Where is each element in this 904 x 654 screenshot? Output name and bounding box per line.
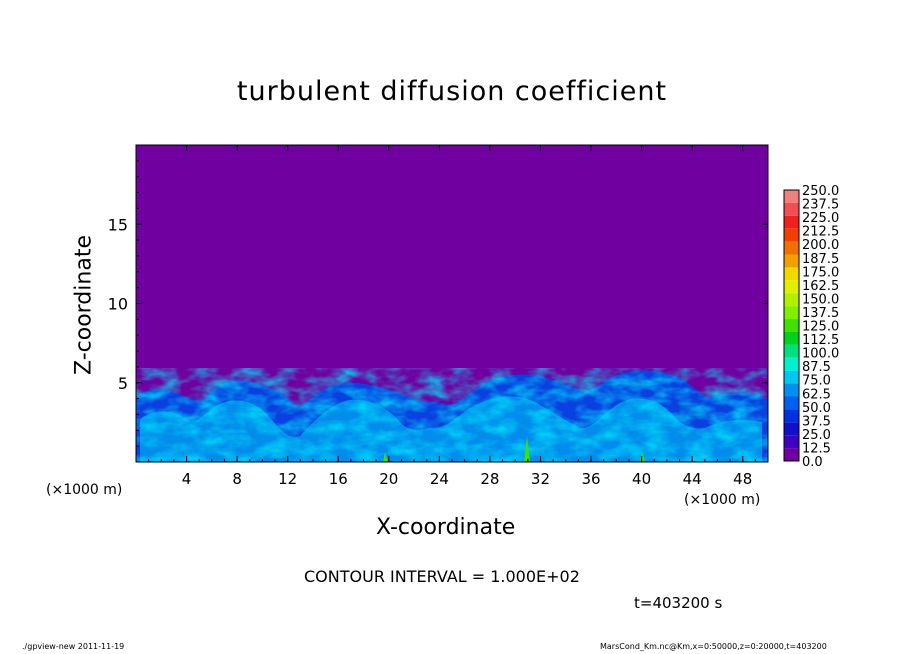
colorbar-label: 125.0 — [802, 320, 839, 335]
colorbar-label: 137.5 — [802, 306, 839, 321]
x-tick-label: 4 — [182, 470, 192, 488]
colorbar-label: 75.0 — [802, 374, 831, 389]
colorbar-swatch — [784, 202, 799, 216]
colorbar-label: 62.5 — [802, 387, 831, 402]
x-axis-ticks: 4 8 12 16 20 24 28 32 36 40 44 48 — [135, 145, 769, 488]
colorbar-label: 187.5 — [802, 252, 839, 267]
colorbar-label: 237.5 — [802, 198, 839, 213]
y-axis-label: Z-coordinate — [71, 235, 97, 375]
colorbar-label: 212.5 — [802, 225, 839, 240]
colorbar-swatch — [784, 306, 799, 320]
x-axis-label: X-coordinate — [376, 515, 516, 540]
colorbar-label: 50.0 — [802, 401, 831, 416]
x-tick-label: 28 — [480, 470, 499, 488]
turbulence-texture — [136, 368, 768, 462]
colorbar-label: 0.0 — [802, 455, 823, 470]
colorbar-swatch — [784, 357, 799, 371]
colorbar-swatch — [784, 344, 799, 358]
colorbar-label: 150.0 — [802, 292, 839, 307]
colorbar-label: 225.0 — [802, 211, 839, 226]
colorbar-label: 25.0 — [802, 428, 831, 443]
colorbar-label: 250.0 — [802, 184, 839, 199]
x-tick-label: 36 — [581, 470, 600, 488]
x-tick-label: 44 — [683, 470, 702, 488]
x-tick-label: 20 — [379, 470, 398, 488]
colorbar-swatch — [784, 293, 799, 307]
colorbar-swatch — [784, 241, 799, 255]
colorbar-label: 37.5 — [802, 414, 831, 429]
colorbar-swatch — [784, 383, 799, 397]
colorbar-label: 175.0 — [802, 265, 839, 280]
colorbar-swatch — [784, 267, 799, 281]
colorbar-swatch — [784, 280, 799, 294]
colorbar: 250.0237.5225.0212.5200.0187.5175.0162.5… — [783, 184, 839, 470]
x-unit-right: (×1000 m) — [684, 492, 761, 508]
colorbar-label: 12.5 — [802, 441, 831, 456]
x-unit-left: (×1000 m) — [46, 482, 123, 498]
x-tick-label: 48 — [733, 470, 752, 488]
contour-interval: CONTOUR INTERVAL = 1.000E+02 — [304, 567, 580, 586]
footer-right: MarsCond_Km.nc@Km,x=0:50000,z=0:20000,t=… — [600, 642, 827, 651]
colorbar-swatch — [784, 409, 799, 423]
x-tick-label: 16 — [329, 470, 348, 488]
colorbar-swatch — [784, 254, 799, 268]
colorbar-label: 162.5 — [802, 279, 839, 294]
colorbar-swatch — [784, 448, 799, 461]
x-tick-label: 24 — [430, 470, 449, 488]
colorbar-frame — [783, 189, 800, 462]
footer-left: ./gpview-new 2011-11-19 — [22, 642, 125, 651]
x-tick-label: 40 — [632, 470, 651, 488]
colorbar-label: 87.5 — [802, 360, 831, 375]
y-axis-ticks: 5 10 15 — [108, 144, 768, 463]
colorbar-swatch — [784, 319, 799, 332]
chart-title: turbulent diffusion coefficient — [236, 76, 668, 107]
colorbar-swatch — [784, 331, 799, 345]
colorbar-label: 112.5 — [802, 333, 839, 348]
colorbar-swatch — [784, 396, 799, 410]
y-tick-label: 15 — [108, 215, 128, 234]
colorbar-swatch — [784, 370, 799, 384]
colorbar-swatch — [784, 228, 799, 242]
colorbar-swatch — [784, 435, 799, 449]
x-tick-label: 8 — [232, 470, 242, 488]
x-tick-label: 32 — [531, 470, 550, 488]
colorbar-label: 100.0 — [802, 347, 839, 362]
colorbar-swatch — [784, 190, 799, 203]
time-label: t=403200 s — [634, 594, 723, 612]
plume-green — [383, 452, 388, 462]
colorbar-swatch — [784, 215, 799, 229]
colorbar-swatch — [784, 422, 799, 436]
y-tick-label: 5 — [118, 374, 128, 393]
colorbar-label: 200.0 — [802, 238, 839, 253]
y-tick-label: 10 — [108, 295, 128, 314]
x-tick-label: 12 — [278, 470, 297, 488]
plume-green — [524, 436, 530, 462]
